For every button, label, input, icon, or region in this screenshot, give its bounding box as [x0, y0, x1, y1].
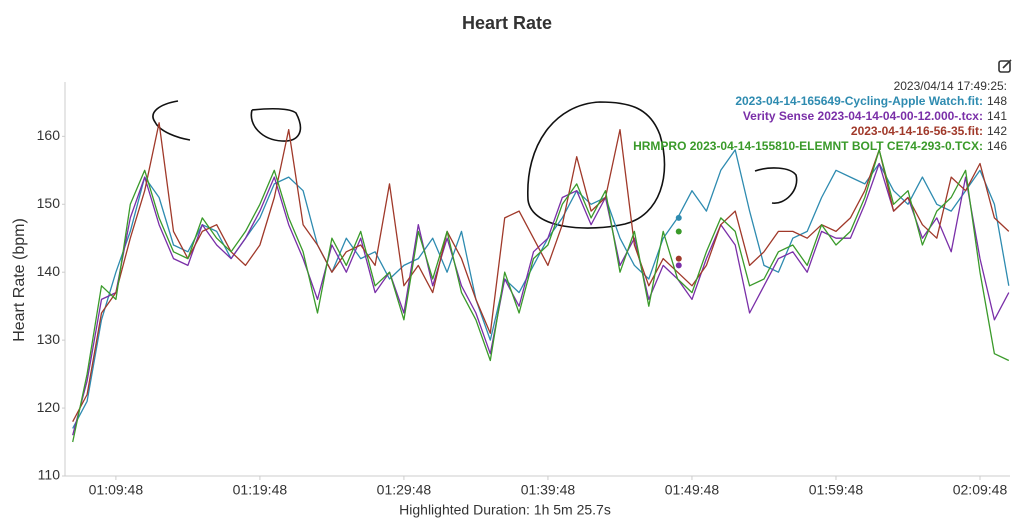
legend-separator: : [979, 109, 983, 123]
cursor-dot [675, 214, 682, 221]
legend-value: 146 [987, 139, 1007, 153]
x-tick-label: 01:59:48 [809, 482, 864, 498]
legend-entry: HRMPRO 2023-04-14-155810-ELEMNT BOLT CE7… [633, 139, 979, 153]
x-tick-label: 01:39:48 [521, 482, 576, 498]
y-tick-label: 120 [37, 399, 61, 415]
y-tick-label: 110 [38, 467, 61, 483]
y-tick-label: 130 [37, 331, 61, 347]
x-tick-label: 01:09:48 [89, 482, 144, 498]
x-axis-label: Highlighted Duration: 1h 5m 25.7s [399, 502, 611, 518]
cursor-dot [675, 255, 682, 262]
legend-separator: : [979, 139, 983, 153]
series-line [72, 122, 1010, 423]
legend-entry: 2023-04-14-16-56-35.fit [851, 124, 979, 138]
annotation-scribbles [152, 100, 798, 229]
legend-header: 2023/04/14 17:49:25: [894, 79, 1007, 93]
y-tick-label: 160 [37, 127, 61, 143]
legend-entry: Verity Sense 2023-04-14-04-00-12.000-.tc… [743, 109, 979, 123]
x-tick-label: 02:09:48 [953, 482, 1008, 498]
series-line [72, 149, 1010, 429]
x-tick-label: 01:49:48 [665, 482, 720, 498]
x-tick-label: 01:19:48 [233, 482, 288, 498]
legend-value: 142 [987, 124, 1007, 138]
legend-value: 148 [987, 94, 1007, 108]
cursor-dot [675, 228, 682, 235]
series-line [72, 149, 1010, 443]
y-axis-label: Heart Rate (bpm) [11, 218, 28, 342]
chart-title: Heart Rate [462, 13, 552, 33]
y-tick-label: 140 [37, 263, 61, 279]
edit-icon[interactable] [998, 59, 1012, 73]
legend-entry: 2023-04-14-165649-Cycling-Apple Watch.fi… [735, 94, 979, 108]
legend-value: 141 [987, 109, 1007, 123]
legend-separator: : [979, 94, 983, 108]
cursor-dot [675, 262, 682, 269]
y-tick-label: 150 [37, 195, 61, 211]
x-tick-label: 01:29:48 [377, 482, 432, 498]
legend-separator: : [979, 124, 983, 138]
series-line [72, 162, 1010, 436]
